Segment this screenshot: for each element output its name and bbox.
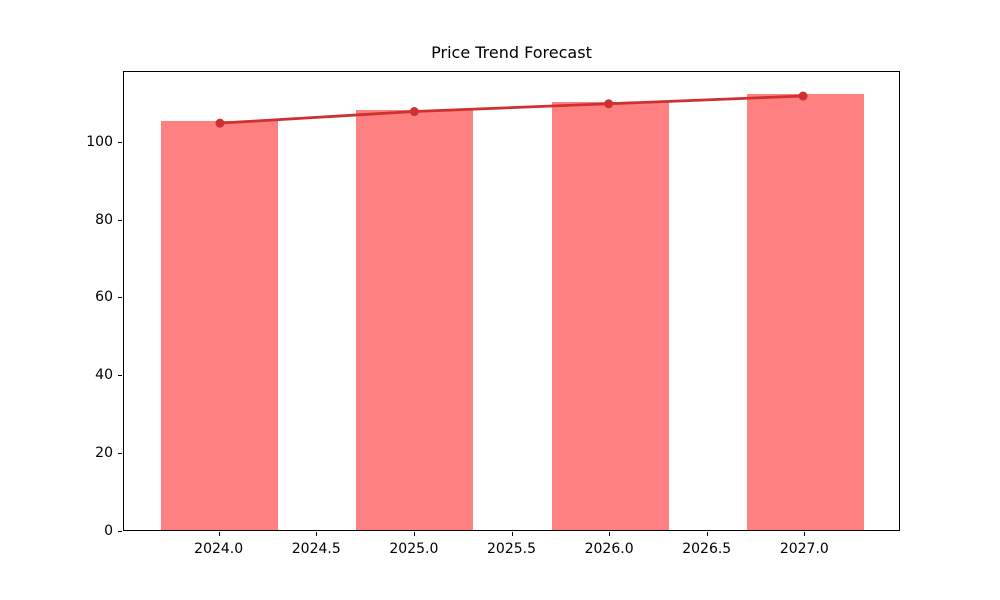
x-tick-mark	[413, 532, 415, 536]
y-tick-label-0: 0	[104, 523, 113, 539]
x-tick-mark	[511, 532, 513, 536]
x-tick-mark	[609, 532, 611, 536]
y-tick-label-40: 40	[95, 367, 113, 384]
y-tick-mark	[118, 531, 122, 532]
y-tick-mark	[118, 141, 122, 143]
bar-2024	[161, 121, 279, 530]
y-tick-mark	[118, 375, 122, 377]
bar-2026	[551, 101, 669, 530]
y-tick-mark	[118, 453, 122, 455]
y-tick-label-60: 60	[95, 289, 113, 306]
x-tick-mark	[804, 532, 806, 536]
x-tick-label-2025.5: 2025.5	[487, 541, 536, 557]
x-tick-label-2025.0: 2025.0	[389, 541, 439, 557]
chart-title: Price Trend Forecast	[431, 43, 592, 62]
line-marker-2025	[409, 107, 419, 117]
x-tick-label-2024.0: 2024.0	[194, 541, 244, 557]
y-tick-label-80: 80	[95, 211, 113, 228]
line-marker-2026	[604, 99, 614, 109]
bar-2027	[746, 94, 864, 530]
x-tick-label-2026.5: 2026.5	[682, 541, 732, 557]
x-tick-mark	[218, 532, 220, 536]
x-tick-label-2027.0: 2027.0	[779, 541, 829, 557]
y-tick-label-20: 20	[95, 445, 113, 462]
x-tick-mark	[706, 532, 708, 536]
trend-line	[219, 94, 804, 125]
x-tick-label-2026.0: 2026.0	[584, 541, 634, 557]
line-marker-2027	[798, 91, 808, 101]
trend-line-layer	[215, 91, 808, 128]
plot-area	[123, 71, 900, 531]
bars-layer	[124, 72, 899, 530]
line-marker-2024	[215, 118, 225, 128]
x-tick-mark	[316, 532, 318, 536]
y-tick-label-100: 100	[86, 133, 113, 150]
x-tick-label-2024.5: 2024.5	[291, 541, 341, 557]
y-tick-mark	[118, 297, 122, 299]
bar-2025	[356, 109, 474, 530]
y-tick-mark	[118, 219, 122, 221]
